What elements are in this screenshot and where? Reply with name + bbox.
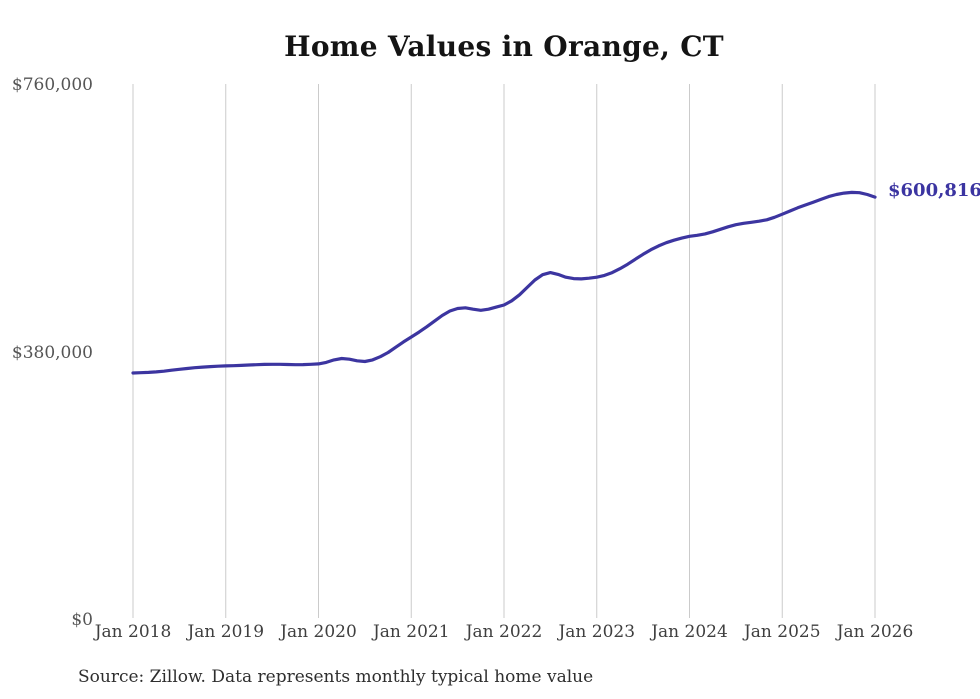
home-value-line xyxy=(131,190,877,375)
y-axis-tick-label: $0 xyxy=(71,610,93,630)
chart-title: Home Values in Orange, CT xyxy=(284,30,724,63)
x-axis-tick-label: Jan 2018 xyxy=(94,622,172,642)
x-axis-tick-label: Jan 2020 xyxy=(280,622,357,642)
gridlines-group xyxy=(132,84,876,618)
x-axis-tick-label: Jan 2026 xyxy=(836,622,914,642)
y-axis-tick-label: $380,000 xyxy=(11,342,93,363)
y-axis-tick-label: $760,000 xyxy=(11,75,93,95)
x-axis-tick-label: Jan 2019 xyxy=(187,622,265,642)
x-axis-tick-label: Jan 2022 xyxy=(465,622,543,642)
x-axis-tick-label: Jan 2025 xyxy=(743,622,821,642)
x-axis-tick-label: Jan 2021 xyxy=(372,622,450,642)
y-axis: $0 $380,000 $760,000 xyxy=(0,0,93,699)
x-axis-tick-label: Jan 2023 xyxy=(558,622,636,642)
x-axis-tick-label: Jan 2024 xyxy=(651,622,728,642)
source-note: Source: Zillow. Data represents monthly … xyxy=(78,667,594,687)
end-value-label: $600,816 xyxy=(888,180,980,201)
